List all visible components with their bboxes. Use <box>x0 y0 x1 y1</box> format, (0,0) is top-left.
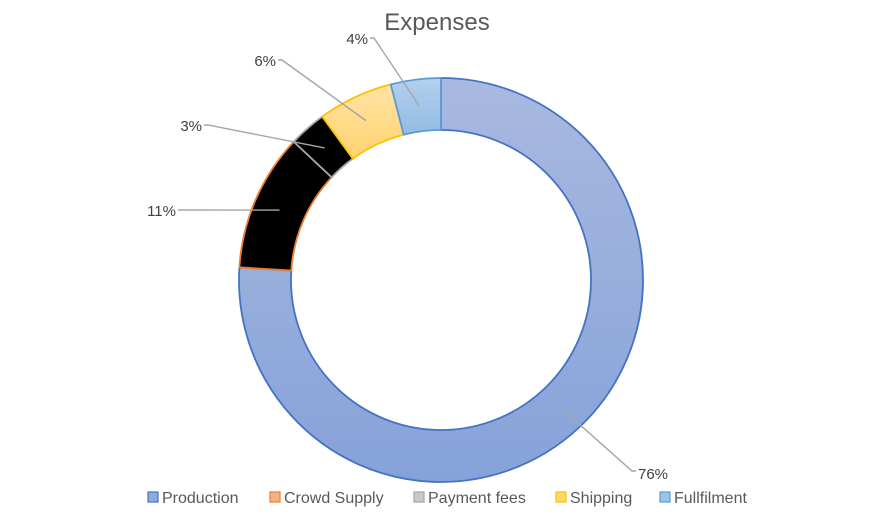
leader-line-payment-fees <box>204 124 325 149</box>
legend-label-fullfilment: Fullfilment <box>674 490 747 507</box>
slice-fullfilment <box>389 77 442 136</box>
slices-group <box>238 77 644 483</box>
leader-line-shipping <box>278 59 367 122</box>
data-label-fullfilment: 4% <box>346 31 368 48</box>
legend-swatch-crowd-supply <box>269 491 281 503</box>
data-label-crowd-supply: 11% <box>147 203 176 220</box>
legend-swatch-shipping <box>555 491 567 503</box>
data-label-shipping: 6% <box>254 53 276 70</box>
legend-item-shipping: Shipping <box>555 490 632 507</box>
legend-item-payment-fees: Payment fees <box>413 490 526 507</box>
leader-line-fullfilment <box>370 37 420 106</box>
legend-swatch-production <box>147 491 159 503</box>
data-labels-group: 76% 11% 3% 6% 4% <box>147 31 668 483</box>
legend-item-crowd-supply: Crowd Supply <box>269 490 384 507</box>
legend: Production Crowd Supply Payment fees Shippi… <box>147 490 747 507</box>
legend-item-production: Production <box>147 490 239 507</box>
data-label-production: 76% <box>638 466 668 483</box>
legend-swatch-fullfilment <box>659 491 671 503</box>
slice-production <box>238 77 644 483</box>
chart-title: Expenses <box>384 9 489 36</box>
leader-lines-group <box>178 37 636 472</box>
data-label-payment-fees: 3% <box>180 118 202 135</box>
legend-label-production: Production <box>162 490 239 507</box>
legend-label-crowd-supply: Crowd Supply <box>284 490 384 507</box>
leader-line-production <box>561 407 636 472</box>
legend-label-shipping: Shipping <box>570 490 632 507</box>
legend-label-payment-fees: Payment fees <box>428 490 526 507</box>
legend-item-fullfilment: Fullfilment <box>659 490 747 507</box>
legend-swatch-payment-fees <box>413 491 425 503</box>
